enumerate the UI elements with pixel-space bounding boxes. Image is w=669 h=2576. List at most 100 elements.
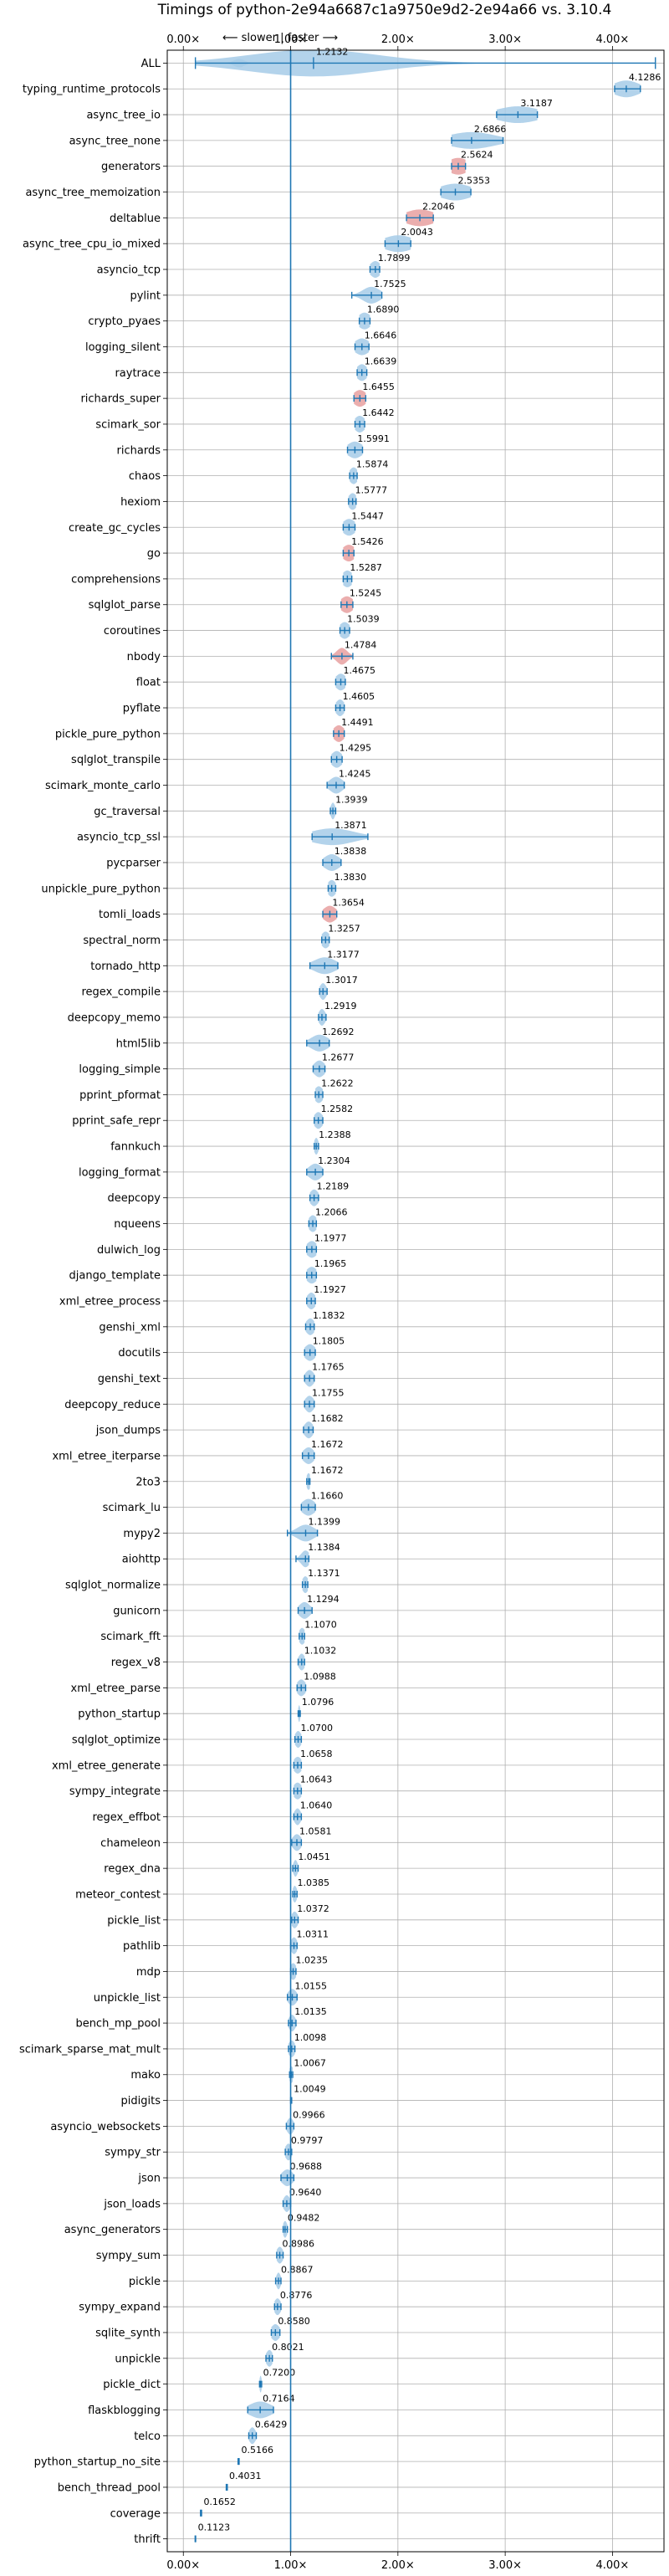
benchmark-violin: 0.8867 [274, 2264, 314, 2290]
x-tick-label-bottom: 1.00× [274, 2559, 308, 2572]
benchmark-violin: 1.6639 [356, 356, 396, 382]
benchmark-violin: 1.3257 [321, 923, 360, 949]
benchmark-violin: 0.8580 [270, 2316, 310, 2341]
value-label: 1.1805 [313, 1336, 345, 1347]
benchmark-violin: 1.4295 [330, 743, 371, 768]
benchmark-label: logging_silent [85, 341, 161, 354]
benchmark-violin: 0.9640 [282, 2187, 321, 2212]
benchmark-label: sympy_sum [96, 2250, 161, 2262]
benchmark-label: logging_format [79, 1166, 161, 1179]
benchmark-label: unpickle_list [94, 1992, 161, 2005]
value-label: 0.7164 [263, 2393, 295, 2404]
value-label: 2.2046 [422, 201, 455, 212]
benchmark-label: pylint [130, 289, 161, 302]
value-label: 1.6890 [367, 305, 400, 315]
value-label: 1.5991 [357, 433, 390, 444]
benchmark-label: gc_traversal [94, 806, 161, 818]
benchmark-violin: 3.1187 [496, 98, 553, 124]
benchmark-label: pickle [129, 2276, 161, 2288]
value-label: 1.2692 [322, 1027, 355, 1037]
benchmark-violin: 0.6429 [248, 2419, 288, 2445]
value-label: 0.5166 [242, 2445, 274, 2456]
value-label: 1.2919 [324, 1001, 357, 1011]
benchmark-label: xml_etree_parse [71, 1682, 161, 1695]
value-label: 1.1977 [314, 1232, 347, 1243]
benchmark-violin: 1.0372 [291, 1903, 329, 1928]
value-label: 1.3257 [328, 923, 360, 934]
value-label: 1.1294 [307, 1594, 340, 1605]
value-label: 0.9482 [288, 2213, 320, 2224]
benchmark-violin: 1.5874 [349, 459, 389, 484]
benchmark-label: sympy_expand [79, 2302, 161, 2314]
value-label: 1.1399 [308, 1516, 340, 1527]
value-label: 2.5624 [461, 150, 493, 161]
benchmark-violin: 1.0451 [292, 1851, 330, 1877]
value-label: 2.5353 [458, 176, 491, 187]
value-label: 0.9797 [291, 2135, 324, 2146]
benchmark-violin: 2.5624 [451, 150, 493, 175]
chart-marks: 1.2132 4.1286 3.1187 2.6866 2.5624 2.5353 2.20… [194, 46, 661, 2552]
chart-title: Timings of python-2e94a6687c1a9750e9d2-2… [157, 2, 612, 18]
value-label: 1.2582 [321, 1104, 354, 1114]
benchmark-violin: 0.4031 [225, 2471, 262, 2491]
benchmark-violin: 1.1765 [304, 1361, 345, 1387]
benchmark-label: pickle_list [107, 1914, 161, 1927]
benchmark-label: sqlglot_optimize [72, 1734, 161, 1747]
benchmark-violin: 1.3838 [322, 846, 366, 871]
benchmark-label: coverage [110, 2507, 161, 2520]
benchmark-violin: 1.0235 [289, 1954, 328, 1980]
benchmark-label: deepcopy [107, 1192, 161, 1205]
benchmark-label: chameleon [100, 1837, 161, 1850]
benchmark-label: async_generators [64, 2224, 161, 2236]
benchmark-violin: 1.2066 [308, 1207, 348, 1232]
benchmark-label: hexiom [120, 496, 161, 509]
benchmark-violin: 0.9688 [280, 2161, 322, 2187]
benchmark-violin: 1.1384 [295, 1542, 340, 1568]
benchmark-violin: 2.5353 [440, 176, 491, 201]
value-label: 1.5777 [355, 484, 388, 495]
value-label: 1.2132 [316, 46, 349, 57]
benchmark-violin: 1.1371 [301, 1568, 340, 1594]
benchmark-label: dulwich_log [97, 1244, 161, 1257]
value-label: 1.5039 [347, 614, 380, 625]
benchmark-violin: 1.3017 [319, 975, 358, 1001]
benchmark-label: async_tree_cpu_io_mixed [23, 238, 161, 251]
benchmark-violin: 1.6455 [353, 382, 395, 407]
benchmark-violin: 1.2677 [312, 1052, 354, 1078]
benchmark-violin: 1.4245 [326, 769, 370, 794]
benchmark-label: aiohttp [122, 1554, 161, 1566]
value-label: 1.4605 [343, 691, 375, 702]
benchmark-label: logging_simple [79, 1063, 161, 1076]
value-label: 1.5287 [350, 562, 382, 573]
value-label: 1.5426 [351, 536, 384, 547]
value-label: 0.4031 [229, 2471, 262, 2481]
benchmark-label: json [137, 2173, 161, 2185]
x-tick-label-bottom: 4.00× [595, 2559, 629, 2572]
benchmark-label: sqlglot_transpile [71, 754, 161, 766]
benchmark-violin: 1.6890 [358, 305, 400, 330]
benchmark-label: richards [117, 444, 161, 457]
x-tick-label-top: 2.00× [381, 33, 415, 46]
x-axis-ticks: 0.00× 0.00× 1.00× 1.00× 2.00× 2.00× 3.00× 3.00×… [163, 33, 629, 2572]
benchmark-violin: 1.4675 [334, 665, 375, 691]
value-label: 1.5447 [351, 510, 384, 521]
benchmark-label: gunicorn [113, 1605, 161, 1617]
value-label: 1.5874 [356, 459, 389, 470]
benchmark-violin: 1.3654 [322, 898, 365, 923]
benchmark-label: pycparser [106, 857, 161, 869]
benchmark-violin: 1.3871 [311, 820, 369, 846]
benchmark-label: regex_dna [104, 1863, 161, 1876]
benchmark-violin: 0.1652 [200, 2497, 236, 2517]
benchmark-label: scimark_lu [103, 1502, 161, 1514]
value-label: 1.6455 [362, 382, 395, 392]
value-label: 1.4784 [345, 639, 377, 650]
benchmark-label: go [147, 548, 161, 561]
value-label: 0.6429 [255, 2419, 288, 2430]
benchmark-label: python_startup_no_site [34, 2456, 161, 2469]
benchmark-violin: 1.3939 [329, 794, 368, 820]
benchmark-label: deepcopy_memo [68, 1011, 161, 1024]
benchmark-violin: 1.1399 [286, 1516, 340, 1542]
benchmark-violin: 1.1660 [300, 1491, 343, 1516]
benchmark-label: unpickle [115, 2353, 161, 2365]
value-label: 0.8867 [281, 2264, 314, 2275]
